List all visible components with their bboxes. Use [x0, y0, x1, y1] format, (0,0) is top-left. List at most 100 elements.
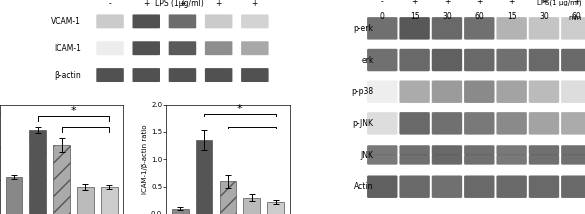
Bar	[53, 145, 70, 214]
FancyBboxPatch shape	[132, 68, 160, 82]
Text: Actin: Actin	[354, 182, 374, 191]
Text: +: +	[411, 0, 418, 6]
FancyBboxPatch shape	[529, 145, 559, 155]
FancyBboxPatch shape	[367, 175, 397, 198]
FancyBboxPatch shape	[529, 80, 559, 103]
Text: LPS(1 μg/ml): LPS(1 μg/ml)	[538, 0, 582, 6]
FancyBboxPatch shape	[400, 145, 430, 155]
FancyBboxPatch shape	[168, 41, 196, 55]
FancyBboxPatch shape	[241, 14, 269, 28]
FancyBboxPatch shape	[497, 155, 527, 165]
Text: β-actin: β-actin	[54, 71, 81, 80]
Text: p-JNK: p-JNK	[353, 119, 374, 128]
FancyBboxPatch shape	[241, 41, 269, 55]
FancyBboxPatch shape	[529, 112, 559, 135]
FancyBboxPatch shape	[400, 155, 430, 165]
Bar	[77, 187, 94, 214]
Text: +: +	[252, 0, 258, 8]
Bar	[6, 177, 22, 214]
Text: p-erk: p-erk	[353, 24, 374, 33]
Text: 30: 30	[539, 12, 549, 21]
FancyBboxPatch shape	[205, 68, 232, 82]
FancyBboxPatch shape	[529, 155, 559, 165]
Text: 60: 60	[474, 12, 484, 21]
FancyBboxPatch shape	[497, 175, 527, 198]
FancyBboxPatch shape	[241, 68, 269, 82]
Text: +: +	[573, 0, 580, 6]
Bar	[196, 140, 212, 214]
Bar	[172, 208, 188, 214]
FancyBboxPatch shape	[464, 175, 494, 198]
FancyBboxPatch shape	[529, 49, 559, 71]
FancyBboxPatch shape	[432, 17, 462, 40]
FancyBboxPatch shape	[367, 80, 397, 103]
FancyBboxPatch shape	[205, 14, 232, 28]
FancyBboxPatch shape	[400, 112, 430, 135]
Text: *: *	[237, 104, 243, 114]
Text: +: +	[444, 0, 450, 6]
FancyBboxPatch shape	[497, 145, 527, 155]
FancyBboxPatch shape	[367, 155, 397, 165]
FancyBboxPatch shape	[432, 80, 462, 103]
FancyBboxPatch shape	[464, 155, 494, 165]
Text: 30: 30	[442, 12, 452, 21]
Text: +: +	[215, 0, 222, 8]
FancyBboxPatch shape	[367, 112, 397, 135]
FancyBboxPatch shape	[464, 145, 494, 155]
FancyBboxPatch shape	[132, 41, 160, 55]
Text: VCAM-1: VCAM-1	[51, 17, 81, 26]
FancyBboxPatch shape	[400, 49, 430, 71]
Text: 60: 60	[572, 12, 581, 21]
FancyBboxPatch shape	[561, 112, 585, 135]
FancyBboxPatch shape	[464, 80, 494, 103]
FancyBboxPatch shape	[529, 17, 559, 40]
FancyBboxPatch shape	[205, 41, 232, 55]
FancyBboxPatch shape	[168, 68, 196, 82]
Text: +: +	[541, 0, 547, 6]
FancyBboxPatch shape	[432, 175, 462, 198]
FancyBboxPatch shape	[497, 80, 527, 103]
Text: 15: 15	[507, 12, 517, 21]
Text: JNK: JNK	[360, 150, 374, 160]
Bar	[219, 181, 236, 214]
FancyBboxPatch shape	[497, 17, 527, 40]
FancyBboxPatch shape	[367, 145, 397, 155]
FancyBboxPatch shape	[432, 145, 462, 155]
Text: +: +	[143, 0, 149, 8]
FancyBboxPatch shape	[561, 49, 585, 71]
FancyBboxPatch shape	[97, 68, 124, 82]
FancyBboxPatch shape	[432, 155, 462, 165]
FancyBboxPatch shape	[132, 14, 160, 28]
FancyBboxPatch shape	[464, 112, 494, 135]
Y-axis label: ICAM-1/β-actin ratio: ICAM-1/β-actin ratio	[142, 125, 148, 194]
FancyBboxPatch shape	[561, 80, 585, 103]
Bar	[101, 187, 118, 214]
Text: 0: 0	[380, 12, 385, 21]
FancyBboxPatch shape	[432, 49, 462, 71]
Bar	[267, 202, 284, 214]
FancyBboxPatch shape	[367, 17, 397, 40]
FancyBboxPatch shape	[168, 14, 196, 28]
Text: *: *	[71, 106, 77, 116]
FancyBboxPatch shape	[497, 112, 527, 135]
FancyBboxPatch shape	[400, 80, 430, 103]
FancyBboxPatch shape	[97, 14, 124, 28]
FancyBboxPatch shape	[400, 17, 430, 40]
Text: 15: 15	[410, 12, 419, 21]
FancyBboxPatch shape	[464, 17, 494, 40]
Bar	[29, 130, 46, 214]
FancyBboxPatch shape	[561, 17, 585, 40]
FancyBboxPatch shape	[464, 49, 494, 71]
Text: LPS (1μg/ml): LPS (1μg/ml)	[155, 0, 204, 8]
Text: -: -	[381, 0, 384, 6]
Text: +: +	[476, 0, 483, 6]
FancyBboxPatch shape	[561, 145, 585, 155]
FancyBboxPatch shape	[561, 175, 585, 198]
FancyBboxPatch shape	[497, 49, 527, 71]
Bar	[243, 198, 260, 214]
FancyBboxPatch shape	[400, 175, 430, 198]
Text: p-p38: p-p38	[352, 87, 374, 96]
Text: -: -	[109, 0, 111, 8]
FancyBboxPatch shape	[432, 112, 462, 135]
Text: erk: erk	[361, 55, 374, 65]
